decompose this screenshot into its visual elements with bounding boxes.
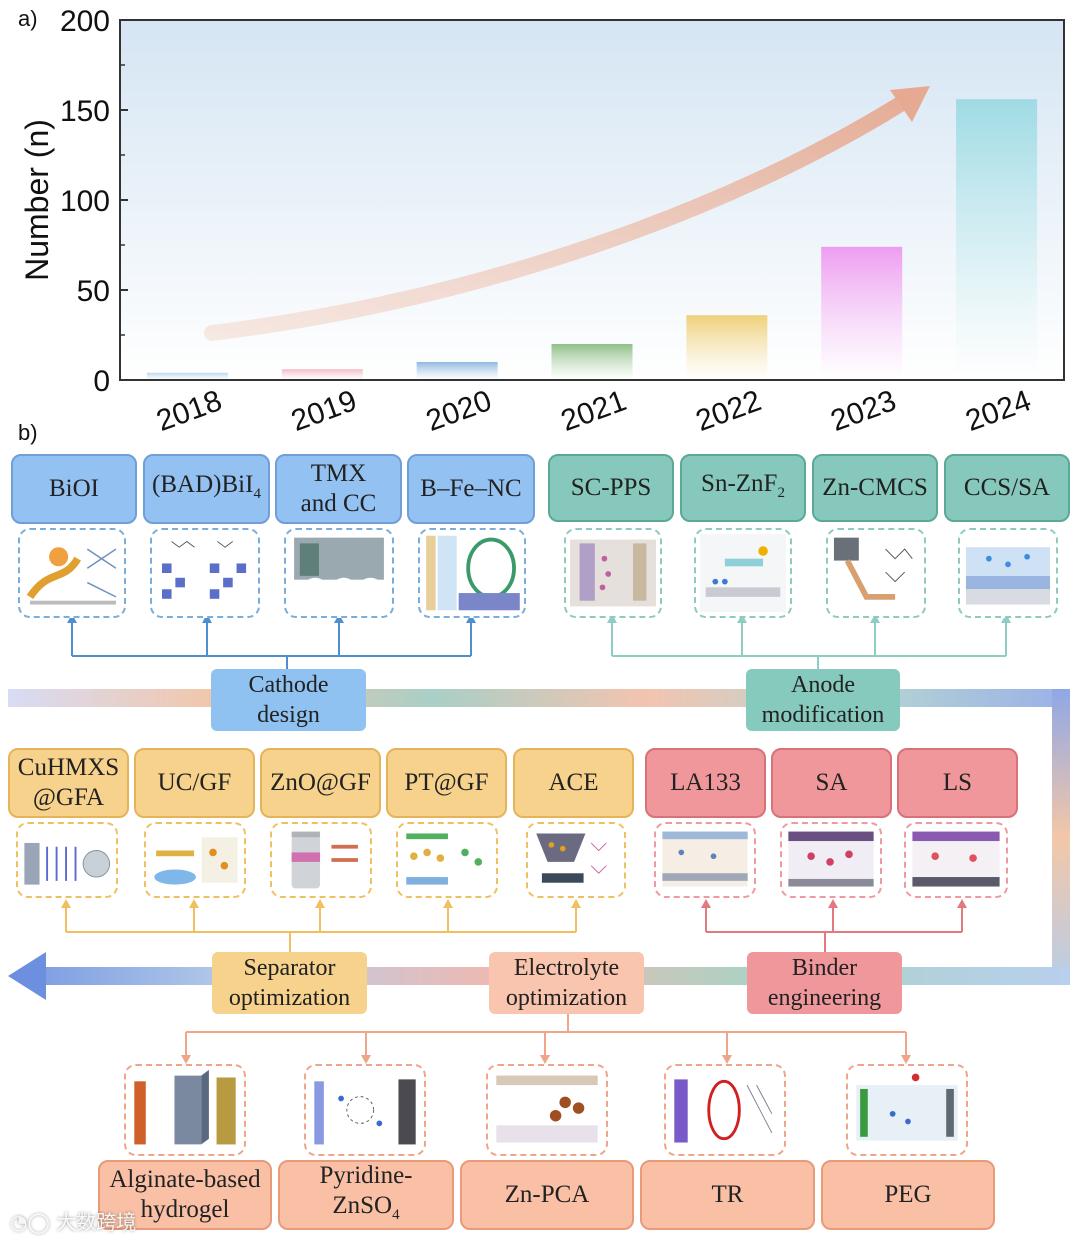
thumb-la133 [654,822,756,898]
trend-arrowhead [890,86,930,122]
thumb-ls [904,822,1008,898]
separator-item-cuhmxs-gfa: CuHMXS @GFA [8,748,129,818]
separator-item-pt-gf: PT@GF [386,748,507,818]
thumb-zno-gf [270,822,372,898]
bar-2021 [551,344,633,380]
anode-item-ccs-sa: CCS/SA [944,454,1070,522]
y-tick-label: 150 [60,95,110,128]
panel-b-label: b) [18,420,38,445]
thumb-ccs-sa [958,528,1058,618]
y-tick-label: 0 [93,365,110,398]
anode-item-sc-pps: SC-PPS [548,454,674,522]
thumb-tmx-cc [284,528,394,618]
bar-2018 [146,372,228,380]
category-binder-engineering: Binder engineering [747,952,902,1014]
cathode-item-tmx-cc: TMX and CC [275,454,402,524]
watermark: ◔◯ 大数跨境 [10,1210,137,1234]
thumb-pt-gf [396,822,498,898]
thumb-uc-gf [144,822,246,898]
thumb-b-fe-nc [418,528,526,618]
y-tick-label: 200 [60,5,110,38]
cathode-item-b-fe-nc: B–Fe–NC [407,454,535,524]
category-cathode-design: Cathode design [211,669,366,731]
y-tick-label: 50 [77,275,110,308]
category-electrolyte-optimization: Electrolyte optimization [489,952,644,1014]
anode-item-zn-cmcs: Zn-CMCS [812,454,938,522]
anode-item-sn-znf2: Sn-ZnF2 [680,454,806,522]
panel-a-label: a) [18,6,38,31]
separator-item-uc-gf: UC/GF [134,748,255,818]
thumb-sc-pps [564,528,662,618]
bar-2020 [416,362,498,380]
thumb-peg [846,1064,968,1156]
binder-item-ls: LS [897,748,1018,818]
bar-2024 [956,99,1038,380]
trend-arrow [204,95,910,341]
thumb-ace [526,822,626,898]
thumb-cuhmxs-gfa [16,822,118,898]
binder-item-la133: LA133 [645,748,766,818]
thumb-pyridine [304,1064,426,1156]
cathode-item-biol: BiOI [11,454,137,524]
thumb-badbii4 [150,528,260,618]
thumb-alginate [124,1064,246,1156]
electrolyte-item-peg: PEG [821,1160,995,1230]
category-separator-optimization: Separator optimization [212,952,367,1014]
category-anode-modification: Anode modification [746,669,900,731]
thumb-tr [664,1064,786,1156]
bar-2019 [281,369,363,380]
electrolyte-item-tr: TR [640,1160,815,1230]
thumb-sa-binder [780,822,882,898]
cathode-item-badbii4: (BAD)BiI4 [143,454,270,524]
separator-item-zno-gf: ZnO@GF [260,748,381,818]
thumb-biol [18,528,126,618]
bar-2022 [686,315,768,380]
thumb-zn-pca [486,1064,608,1156]
y-tick-label: 100 [60,185,110,218]
electrolyte-item-alginate-hydrogel: Alginate-based hydrogel [98,1160,272,1230]
y-axis-label: Number (n) [19,119,55,281]
electrolyte-item-zn-pca: Zn-PCA [460,1160,634,1230]
thumb-sn-znf2 [694,528,792,618]
binder-item-sa: SA [771,748,892,818]
watermark-logo-icon: ◔◯ [10,1210,57,1234]
electrolyte-item-pyridine-znso4: Pyridine- ZnSO4 [278,1160,454,1230]
thumb-zn-cmcs [826,528,926,618]
bar-2023 [821,246,903,380]
separator-item-ace: ACE [513,748,634,818]
